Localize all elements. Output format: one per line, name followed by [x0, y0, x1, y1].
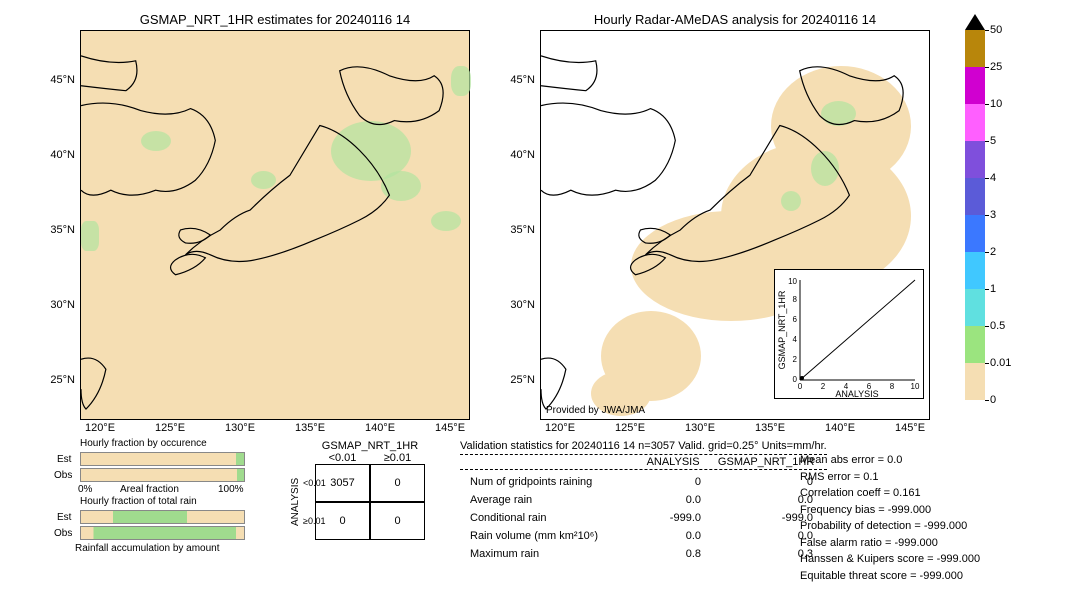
- left-map-panel: [80, 30, 470, 420]
- provided-label: Provided by JWA/JMA: [546, 405, 645, 416]
- xtick: 125°E: [610, 422, 650, 434]
- stats-row: Conditional rain-999.0-999.0: [462, 510, 821, 526]
- ytick: 40°N: [40, 149, 75, 161]
- right-map-title: Hourly Radar-AMeDAS analysis for 2024011…: [540, 12, 930, 27]
- xtick: 145°E: [890, 422, 930, 434]
- cont-cell-10: 0: [315, 502, 370, 540]
- coastline-left: [81, 31, 469, 419]
- colorbar-tick: 4: [990, 172, 996, 184]
- validation-stats: Validation statistics for 20240116 14 n=…: [460, 440, 827, 564]
- metric-line: Frequency bias = -999.000: [800, 502, 980, 519]
- svg-text:2: 2: [821, 382, 826, 391]
- xtick: 120°E: [540, 422, 580, 434]
- bottom-section: Hourly fraction by occurence Est Obs 0% …: [40, 440, 1060, 600]
- svg-text:0: 0: [793, 375, 798, 384]
- svg-text:ANALYSIS: ANALYSIS: [835, 389, 878, 399]
- colorbar-tick: 2: [990, 246, 996, 258]
- frac-occ-min: 0%: [78, 484, 92, 495]
- xtick: 135°E: [290, 422, 330, 434]
- stats-row: Num of gridpoints raining00: [462, 474, 821, 490]
- frac-total-obs-label: Obs: [54, 528, 72, 539]
- svg-text:8: 8: [793, 295, 798, 304]
- ytick: 40°N: [500, 149, 535, 161]
- xtick: 130°E: [680, 422, 720, 434]
- svg-text:0: 0: [798, 382, 803, 391]
- stats-row: Maximum rain0.80.3: [462, 546, 821, 562]
- colorbar: [965, 30, 985, 400]
- scatter-svg: ANALYSIS GSMAP_NRT_1HR 0 2 4 6 8 10 0 2 …: [775, 270, 925, 400]
- svg-text:10: 10: [911, 382, 920, 391]
- stats-col0: ANALYSIS: [638, 456, 708, 468]
- cont-col1: ≥0.01: [370, 452, 425, 464]
- metric-line: Mean abs error = 0.0: [800, 452, 980, 469]
- cont-col0: <0.01: [315, 452, 370, 464]
- ytick: 30°N: [500, 299, 535, 311]
- ytick: 25°N: [500, 374, 535, 386]
- stats-title: Validation statistics for 20240116 14 n=…: [460, 440, 827, 452]
- svg-text:4: 4: [844, 382, 849, 391]
- colorbar-tick: 3: [990, 209, 996, 221]
- xtick: 140°E: [360, 422, 400, 434]
- colorbar-tick: 50: [990, 24, 1002, 36]
- metric-line: RMS error = 0.1: [800, 469, 980, 486]
- xtick: 125°E: [150, 422, 190, 434]
- colorbar-cap: [965, 14, 985, 30]
- metric-line: Probability of detection = -999.000: [800, 518, 980, 535]
- colorbar-tick: 5: [990, 135, 996, 147]
- xtick: 120°E: [80, 422, 120, 434]
- stats-row: Rain volume (mm km²10⁶)0.00.0: [462, 528, 821, 544]
- frac-occ-obs-bar: [80, 468, 245, 482]
- ytick: 25°N: [40, 374, 75, 386]
- left-map-title: GSMAP_NRT_1HR estimates for 20240116 14: [80, 12, 470, 27]
- metric-line: False alarm ratio = -999.000: [800, 535, 980, 552]
- frac-occ-obs-label: Obs: [54, 470, 72, 481]
- metrics-list: Mean abs error = 0.0RMS error = 0.1Corre…: [800, 452, 980, 584]
- frac-occ-est-label: Est: [57, 454, 71, 465]
- colorbar-tick: 0.01: [990, 357, 1011, 369]
- svg-text:4: 4: [793, 335, 798, 344]
- right-map-panel: ANALYSIS GSMAP_NRT_1HR 0 2 4 6 8 10 0 2 …: [540, 30, 930, 420]
- metric-line: Equitable threat score = -999.000: [800, 568, 980, 585]
- rain-accum-label: Rainfall accumulation by amount: [75, 543, 220, 554]
- cont-row-header: ANALYSIS: [290, 464, 301, 540]
- colorbar-tick: 10: [990, 98, 1002, 110]
- ytick: 30°N: [40, 299, 75, 311]
- ytick: 45°N: [40, 74, 75, 86]
- svg-text:8: 8: [890, 382, 895, 391]
- svg-text:10: 10: [788, 277, 797, 286]
- xtick: 140°E: [820, 422, 860, 434]
- cont-cell-11: 0: [370, 502, 425, 540]
- frac-total-obs-bar: [80, 526, 245, 540]
- cont-col-header: GSMAP_NRT_1HR: [315, 440, 425, 452]
- frac-occ-max: 100%: [218, 484, 244, 495]
- scatter-inset: ANALYSIS GSMAP_NRT_1HR 0 2 4 6 8 10 0 2 …: [774, 269, 924, 399]
- xtick: 135°E: [750, 422, 790, 434]
- colorbar-tick: 1: [990, 283, 996, 295]
- cont-cell-00: 3057: [315, 464, 370, 502]
- frac-occ-est-bar: [80, 452, 245, 466]
- ytick: 45°N: [500, 74, 535, 86]
- svg-text:2: 2: [793, 355, 798, 364]
- svg-text:GSMAP_NRT_1HR: GSMAP_NRT_1HR: [777, 290, 787, 369]
- svg-text:6: 6: [793, 315, 798, 324]
- colorbar-tick: 0: [990, 394, 996, 406]
- contingency-table: GSMAP_NRT_1HR <0.01≥0.01 ANALYSIS <0.01 …: [290, 440, 425, 540]
- stats-row: Average rain0.00.0: [462, 492, 821, 508]
- colorbar-tick: 0.5: [990, 320, 1005, 332]
- svg-text:6: 6: [867, 382, 872, 391]
- xtick: 130°E: [220, 422, 260, 434]
- frac-occ-axis: Areal fraction: [120, 484, 179, 495]
- frac-total-est-bar: [80, 510, 245, 524]
- ytick: 35°N: [500, 224, 535, 236]
- metric-line: Correlation coeff = 0.161: [800, 485, 980, 502]
- colorbar-tick: 25: [990, 61, 1002, 73]
- frac-total-est-label: Est: [57, 512, 71, 523]
- ytick: 35°N: [40, 224, 75, 236]
- metric-line: Hanssen & Kuipers score = -999.000: [800, 551, 980, 568]
- cont-cell-01: 0: [370, 464, 425, 502]
- figure-root: GSMAP_NRT_1HR estimates for 20240116 14 …: [0, 0, 1080, 612]
- frac-total-title: Hourly fraction of total rain: [80, 496, 197, 507]
- frac-occ-title: Hourly fraction by occurence: [80, 438, 207, 449]
- xtick: 145°E: [430, 422, 470, 434]
